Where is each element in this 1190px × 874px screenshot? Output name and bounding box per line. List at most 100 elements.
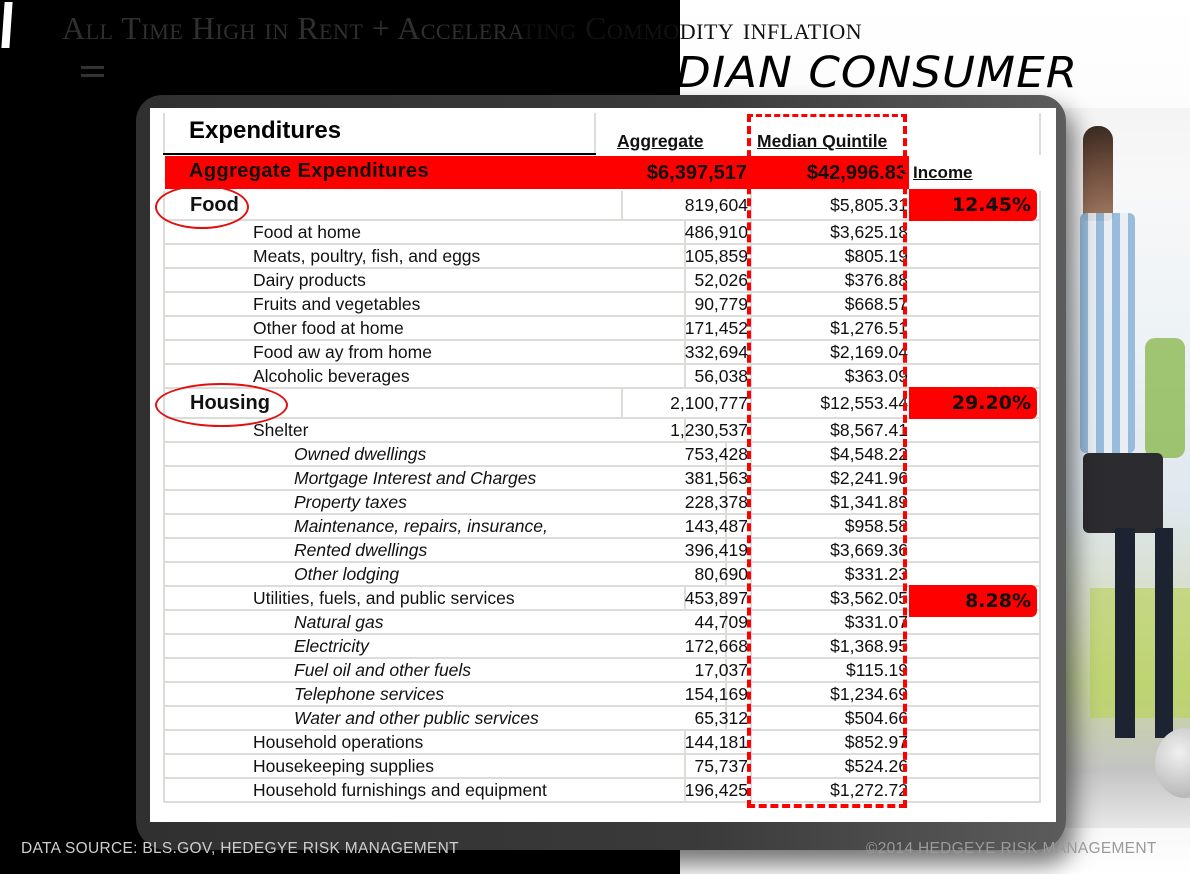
table-row: Natural gas 44,709 $331.07 bbox=[163, 611, 1041, 635]
row-aggregate-value: 753,428 bbox=[596, 443, 752, 467]
row-income-cell bbox=[909, 269, 1041, 293]
row-median-value: $1,272.72 bbox=[750, 779, 912, 803]
slide-title-line2: DIAN CONSUMER bbox=[676, 48, 1079, 98]
row-aggregate-value: 17,037 bbox=[596, 659, 752, 683]
row-aggregate-value: 56,038 bbox=[596, 365, 752, 389]
row-median-value: $504.66 bbox=[750, 707, 912, 731]
row-income-cell bbox=[909, 611, 1041, 635]
row-income-cell bbox=[909, 245, 1041, 269]
row-median-value: $1,368.95 bbox=[750, 635, 912, 659]
row-median-value: $12,553.44 bbox=[750, 389, 912, 419]
row-income-cell bbox=[909, 539, 1041, 563]
row-label: Fuel oil and other fuels bbox=[163, 659, 727, 683]
row-aggregate-value: 171,452 bbox=[596, 317, 752, 341]
table-header: Expenditures Aggregate Median Quintile bbox=[163, 113, 1041, 155]
row-label: Meats, poultry, fish, and eggs bbox=[163, 245, 686, 269]
table-row: Electricity 172,668 $1,368.95 bbox=[163, 635, 1041, 659]
table-row: Mortgage Interest and Charges 381,563 $2,2… bbox=[163, 467, 1041, 491]
row-income-cell bbox=[909, 779, 1041, 803]
row-aggregate-value: 65,312 bbox=[596, 707, 752, 731]
row-income-cell bbox=[909, 515, 1041, 539]
aggregate-expenditures-row: Aggregate Expenditures $6,397,517 $42,99… bbox=[165, 156, 909, 189]
table-row: Household furnishings and equipment 196,4… bbox=[163, 779, 1041, 803]
row-aggregate-value: 52,026 bbox=[596, 269, 752, 293]
aggregate-expenditures-total: $6,397,517 bbox=[646, 162, 747, 184]
row-label: Fruits and vegetables bbox=[163, 293, 686, 317]
table-row: Other lodging 80,690 $331.23 bbox=[163, 563, 1041, 587]
header-underline bbox=[163, 153, 596, 155]
table-row: Maintenance, repairs, insurance, 143,487 $… bbox=[163, 515, 1041, 539]
row-aggregate-value: 381,563 bbox=[596, 467, 752, 491]
row-income-cell bbox=[909, 293, 1041, 317]
row-label: Other lodging bbox=[163, 563, 727, 587]
table-row: Rented dwellings 396,419 $3,669.36 bbox=[163, 539, 1041, 563]
row-median-value: $1,276.51 bbox=[750, 317, 912, 341]
row-income-cell bbox=[909, 317, 1041, 341]
row-label: Household furnishings and equipment bbox=[163, 779, 686, 803]
row-label: Mortgage Interest and Charges bbox=[163, 467, 727, 491]
column-header-income: Income bbox=[913, 163, 973, 182]
row-label: Shelter bbox=[163, 419, 686, 443]
row-aggregate-value: 1,230,537 bbox=[596, 419, 752, 443]
column-header-expenditures: Expenditures bbox=[189, 117, 342, 144]
table-row: Fuel oil and other fuels 17,037 $115.19 bbox=[163, 659, 1041, 683]
table-row: Water and other public services 65,312 $50… bbox=[163, 707, 1041, 731]
row-aggregate-value: 154,169 bbox=[596, 683, 752, 707]
row-median-value: $3,562.05 bbox=[750, 587, 912, 611]
row-aggregate-value: 90,779 bbox=[596, 293, 752, 317]
row-label: Other food at home bbox=[163, 317, 686, 341]
row-label: Dairy products bbox=[163, 269, 686, 293]
highlight-circle bbox=[155, 383, 288, 427]
row-aggregate-value: 143,487 bbox=[596, 515, 752, 539]
row-median-value: $805.19 bbox=[750, 245, 912, 269]
row-median-value: $1,234.69 bbox=[750, 683, 912, 707]
row-aggregate-value: 2,100,777 bbox=[596, 389, 752, 419]
row-median-value: $958.58 bbox=[750, 515, 912, 539]
data-source-caption: DATA SOURCE: BLS.GOV, HEDEGYE RISK MANAG… bbox=[21, 840, 459, 857]
equals-icon bbox=[81, 66, 104, 80]
row-label: Owned dwellings bbox=[163, 443, 727, 467]
table-row: Household operations 144,181 $852.97 bbox=[163, 731, 1041, 755]
row-median-value: $363.09 bbox=[750, 365, 912, 389]
row-median-value: $3,669.36 bbox=[750, 539, 912, 563]
row-aggregate-value: 172,668 bbox=[596, 635, 752, 659]
income-share-badge: 8.28% bbox=[909, 585, 1037, 617]
row-median-value: $8,567.41 bbox=[750, 419, 912, 443]
row-median-value: $3,625.18 bbox=[750, 221, 912, 245]
row-aggregate-value: 144,181 bbox=[596, 731, 752, 755]
row-label: Maintenance, repairs, insurance, bbox=[163, 515, 727, 539]
row-aggregate-value: 819,604 bbox=[596, 191, 752, 221]
table-row: Property taxes 228,378 $1,341.89 bbox=[163, 491, 1041, 515]
row-aggregate-value: 396,419 bbox=[596, 539, 752, 563]
row-median-value: $376.88 bbox=[750, 269, 912, 293]
row-income-cell bbox=[909, 707, 1041, 731]
row-aggregate-value: 44,709 bbox=[596, 611, 752, 635]
row-income-cell bbox=[909, 659, 1041, 683]
row-income-cell bbox=[909, 419, 1041, 443]
slide-title-line1: All Time High in Rent + Accelerating Com… bbox=[62, 10, 863, 46]
row-aggregate-value: 453,897 bbox=[596, 587, 752, 611]
row-income-cell bbox=[909, 365, 1041, 389]
aggregate-expenditures-label: Aggregate Expenditures bbox=[189, 160, 429, 182]
table-row: Telephone services 154,169 $1,234.69 bbox=[163, 683, 1041, 707]
row-income-cell bbox=[909, 683, 1041, 707]
row-income-cell bbox=[909, 755, 1041, 779]
row-aggregate-value: 196,425 bbox=[596, 779, 752, 803]
row-aggregate-value: 228,378 bbox=[596, 491, 752, 515]
row-income-cell bbox=[909, 221, 1041, 245]
row-label: Natural gas bbox=[163, 611, 727, 635]
row-income-cell bbox=[909, 635, 1041, 659]
row-label: Utilities, fuels, and public services bbox=[163, 587, 686, 611]
row-label: Food aw ay from home bbox=[163, 341, 686, 365]
row-median-value: $2,169.04 bbox=[750, 341, 912, 365]
table-row: Housekeeping supplies 75,737 $524.26 bbox=[163, 755, 1041, 779]
row-median-value: $2,241.96 bbox=[750, 467, 912, 491]
row-label: Water and other public services bbox=[163, 707, 727, 731]
table-row: Food aw ay from home 332,694 $2,169.04 bbox=[163, 341, 1041, 365]
row-median-value: $4,548.22 bbox=[750, 443, 912, 467]
row-median-value: $852.97 bbox=[750, 731, 912, 755]
aggregate-expenditures-median: $42,996.83 bbox=[806, 162, 907, 184]
row-income-cell bbox=[909, 731, 1041, 755]
row-aggregate-value: 80,690 bbox=[596, 563, 752, 587]
column-header-aggregate: Aggregate bbox=[617, 131, 704, 151]
